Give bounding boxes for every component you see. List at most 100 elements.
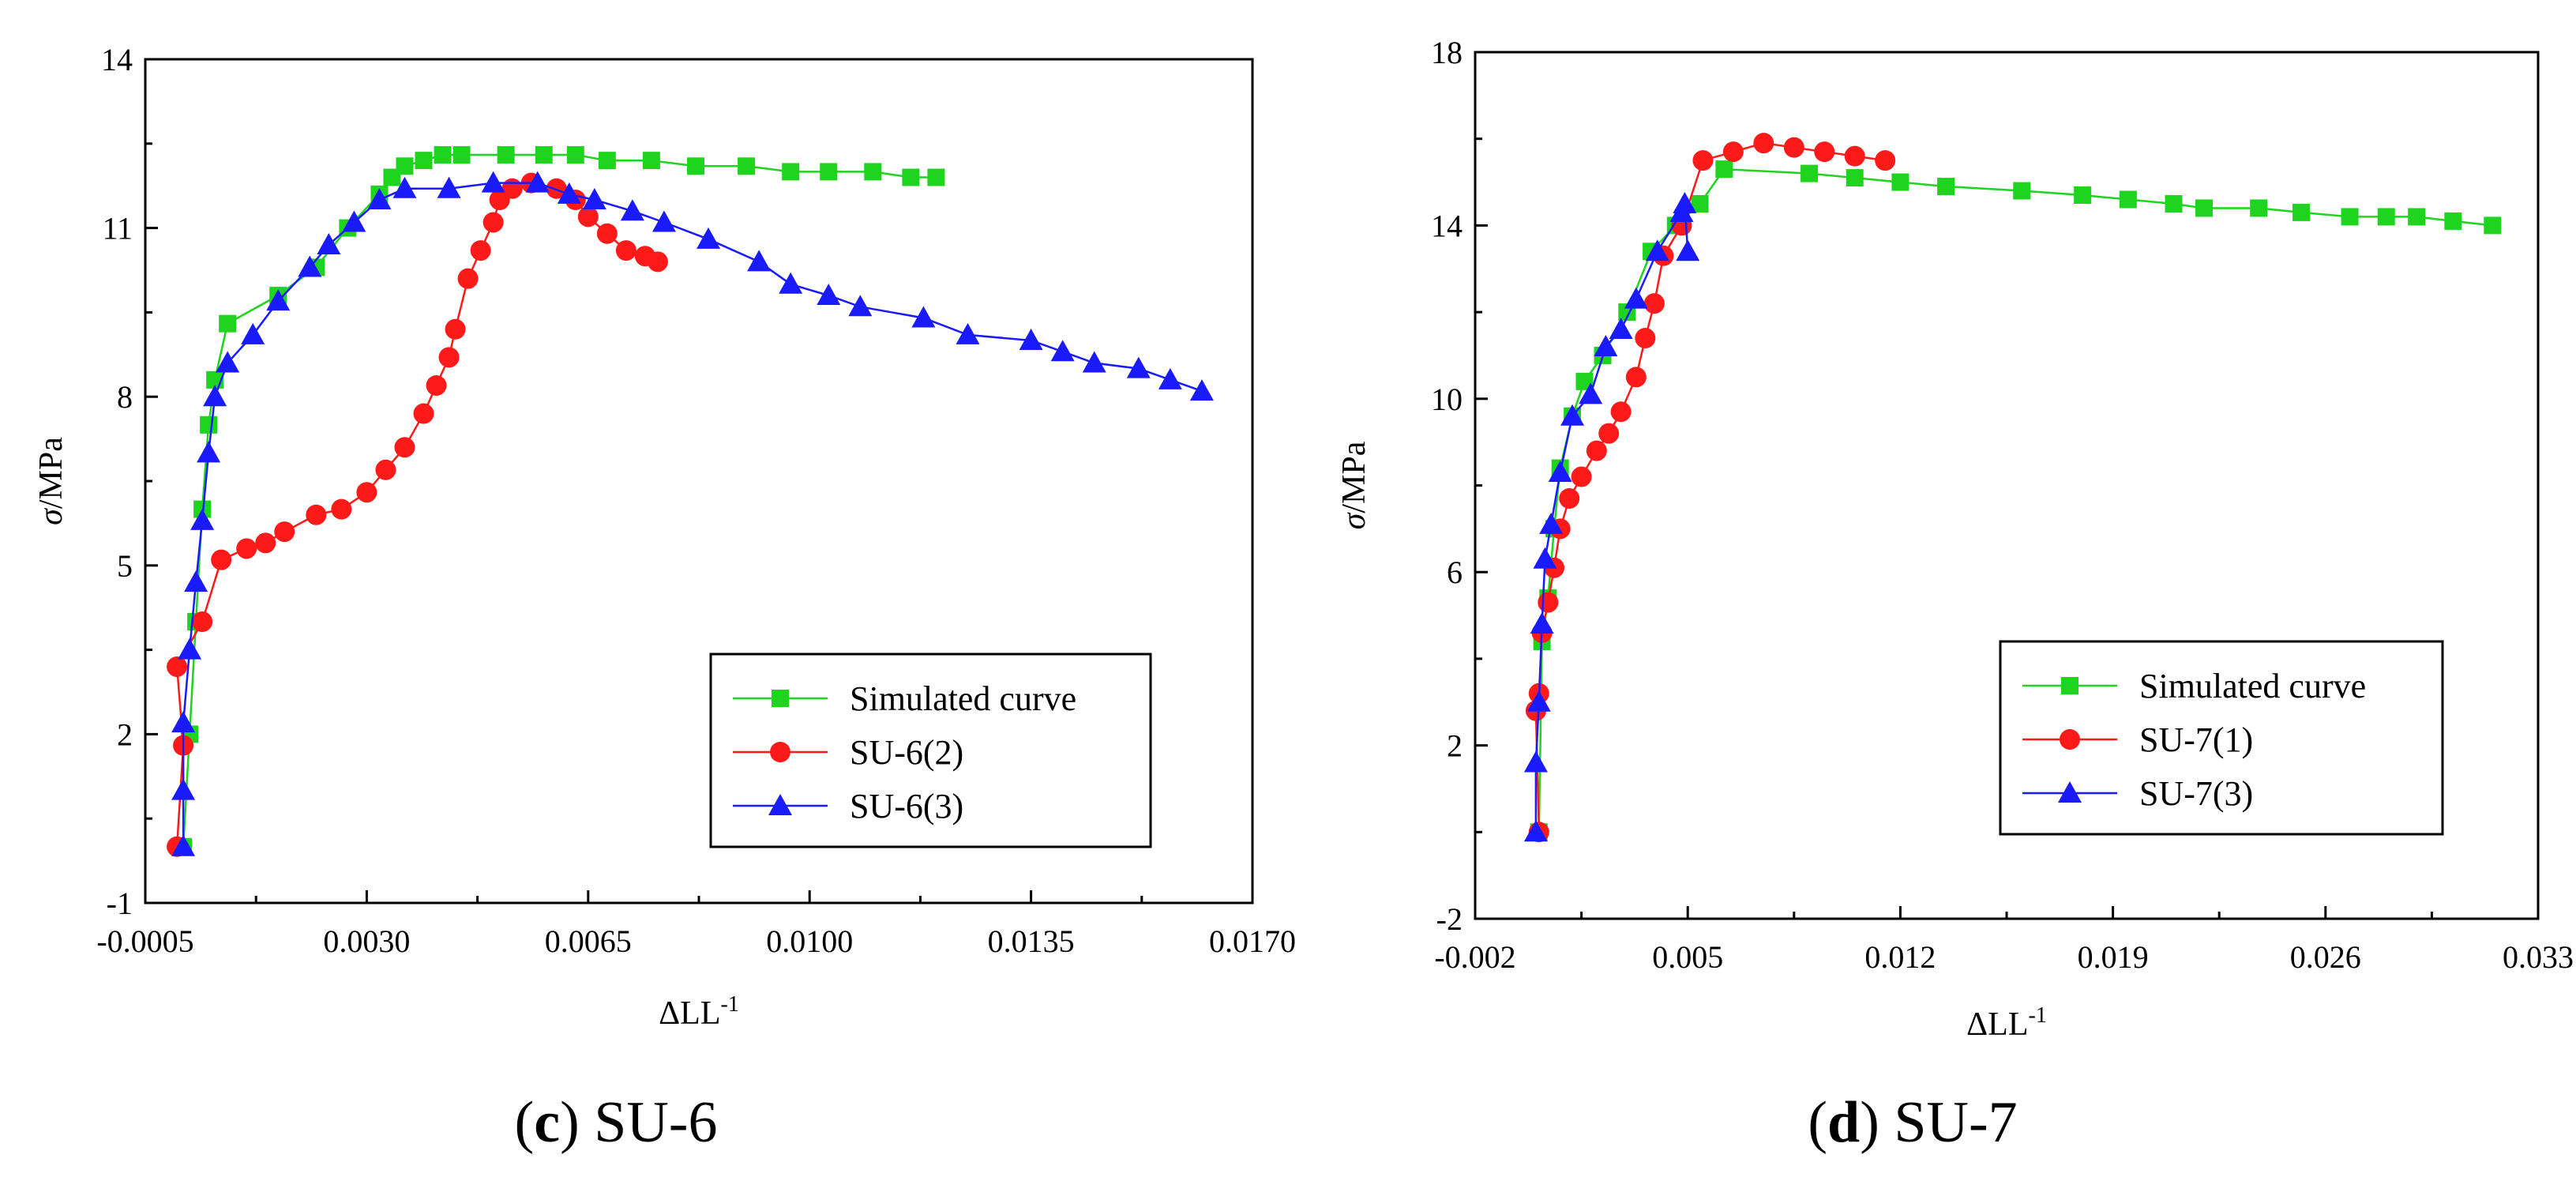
data-point xyxy=(219,314,237,333)
data-point xyxy=(2377,208,2395,226)
data-point xyxy=(1526,690,1551,712)
data-point xyxy=(437,176,461,198)
series-line xyxy=(1534,203,1689,833)
data-point xyxy=(1598,423,1620,444)
legend-marker xyxy=(2058,781,2082,803)
data-point xyxy=(1753,133,1774,154)
data-point xyxy=(647,251,668,273)
data-point xyxy=(1643,293,1665,314)
data-point xyxy=(306,504,327,525)
x-tick-label: -0.0005 xyxy=(96,923,193,959)
data-point xyxy=(413,403,434,424)
data-point xyxy=(481,171,505,193)
data-point xyxy=(577,206,599,228)
data-point xyxy=(167,656,188,677)
data-point xyxy=(546,178,567,199)
y-tick-label: 6 xyxy=(1447,555,1463,590)
data-point xyxy=(445,318,466,340)
y-axis-label: σ/MPa xyxy=(1336,441,1372,529)
data-point xyxy=(1594,334,1618,356)
x-axis-label: ΔLL-1 xyxy=(659,992,739,1032)
data-point xyxy=(1691,194,1709,213)
y-tick-label: 5 xyxy=(117,548,133,584)
data-point xyxy=(817,284,841,306)
data-point xyxy=(317,232,341,254)
data-point xyxy=(535,146,553,164)
data-point xyxy=(434,146,452,164)
chart-c: -0.0005 0.0030 0.0065 0.0100 0.0135 0.0170 -1 2… xyxy=(33,42,1296,1155)
data-point xyxy=(342,210,366,232)
series-line xyxy=(1534,141,1886,833)
x-tick-label: 0.033 xyxy=(2503,939,2574,975)
data-point xyxy=(615,240,636,261)
data-point xyxy=(1539,512,1564,534)
data-point xyxy=(596,223,618,244)
data-point xyxy=(1692,150,1714,171)
legend-marker xyxy=(770,742,790,762)
data-point xyxy=(557,182,581,204)
data-point xyxy=(697,227,721,249)
series-line xyxy=(182,182,1203,847)
data-point xyxy=(1050,340,1075,362)
y-tick-label: 14 xyxy=(101,42,133,77)
x-tick-label: 0.026 xyxy=(2290,939,2361,975)
data-point xyxy=(2484,216,2502,235)
data-point xyxy=(2292,203,2311,221)
data-point xyxy=(1715,160,1733,179)
data-point xyxy=(178,638,202,660)
data-point xyxy=(171,834,196,856)
data-point xyxy=(686,157,704,175)
data-point xyxy=(1579,382,1603,404)
legend-label: SU-7(1) xyxy=(2139,720,2253,759)
data-point xyxy=(582,188,606,209)
data-point xyxy=(1523,750,1548,773)
data-point xyxy=(2195,199,2213,217)
chart-d: -0.002 0.005 0.012 0.019 0.026 0.033 -2 2 6 10 14 1… xyxy=(1336,35,2574,1155)
y-tick-label: 2 xyxy=(1447,728,1463,764)
data-point xyxy=(367,188,392,209)
data-point xyxy=(171,711,196,733)
y-tick-label: -2 xyxy=(1436,901,1463,937)
data-point xyxy=(396,157,414,175)
data-point xyxy=(171,778,196,800)
data-point xyxy=(1586,440,1607,461)
data-point xyxy=(1559,487,1580,509)
data-point xyxy=(1082,351,1106,373)
data-point xyxy=(864,163,882,181)
data-point xyxy=(1673,191,1697,213)
data-point xyxy=(331,498,352,520)
data-point xyxy=(779,272,803,294)
data-point xyxy=(236,538,257,559)
y-tick-label: 10 xyxy=(1431,382,1463,417)
y-tick-label: -1 xyxy=(107,886,133,921)
data-point xyxy=(470,240,491,261)
data-point xyxy=(2408,208,2426,226)
data-point xyxy=(438,347,460,368)
data-point xyxy=(2165,194,2183,213)
y-tick-label: 11 xyxy=(102,211,133,246)
data-point xyxy=(274,521,295,543)
data-point xyxy=(415,152,433,170)
data-point xyxy=(255,532,276,554)
data-point xyxy=(525,171,550,193)
data-point xyxy=(1624,287,1648,309)
data-point xyxy=(1814,141,1835,163)
data-point xyxy=(1538,592,1559,613)
x-axis-label: ΔLL-1 xyxy=(1966,1003,2047,1043)
x-tick-label: 0.0030 xyxy=(323,923,410,959)
data-point xyxy=(2119,190,2137,209)
x-tick-label: 0.0170 xyxy=(1209,923,1296,959)
data-point xyxy=(652,210,676,232)
data-point xyxy=(241,322,265,344)
y-tick-label: 2 xyxy=(117,716,133,752)
data-point xyxy=(620,199,644,221)
data-point xyxy=(1844,145,1865,167)
data-point xyxy=(192,611,213,632)
data-point xyxy=(497,146,515,164)
legend-marker xyxy=(768,794,792,815)
data-point xyxy=(911,306,936,328)
data-point xyxy=(1189,379,1214,401)
data-point xyxy=(1722,141,1744,163)
data-point xyxy=(375,459,396,480)
data-point xyxy=(200,416,218,434)
